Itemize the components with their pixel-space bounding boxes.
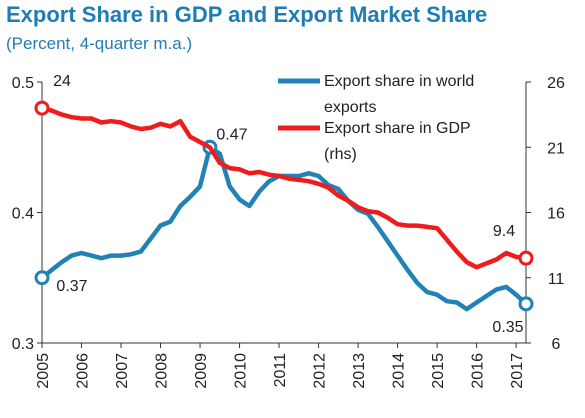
chart-axes: 0.3 0.4 0.5 6 11 16 21 26 2005 2006 2007 2008 2009 20… xyxy=(12,75,565,389)
legend-label: Export share in world xyxy=(324,73,474,90)
y-right-tick-label: 16 xyxy=(547,206,565,223)
y-left-tick-label: 0.3 xyxy=(12,336,34,353)
legend-label: Export share in GDP xyxy=(324,120,471,137)
y-left-tick-label: 0.5 xyxy=(12,75,34,92)
y-right-tick-label: 11 xyxy=(548,271,565,288)
chart-labels: 0.37 0.47 0.35 24 9.4 xyxy=(53,73,524,336)
x-tick-label: 2014 xyxy=(391,353,408,389)
x-tick-label: 2005 xyxy=(35,353,52,389)
series-marker xyxy=(518,296,534,312)
x-tick-label: 2016 xyxy=(470,353,487,389)
chart-legend: Export share in world exports Export share… xyxy=(278,73,474,163)
series-marker xyxy=(34,270,50,286)
data-label: 9.4 xyxy=(493,223,515,240)
legend-label: exports xyxy=(324,99,376,116)
x-tick-label: 2010 xyxy=(233,353,250,389)
chart-lines xyxy=(34,100,534,312)
x-tick-label: 2008 xyxy=(154,353,171,389)
chart-subtitle: (Percent, 4-quarter m.a.) xyxy=(6,34,193,53)
y-left-tick-label: 0.4 xyxy=(12,206,34,223)
chart-title: Export Share in GDP and Export Market Sh… xyxy=(6,2,488,27)
x-tick-label: 2013 xyxy=(351,353,368,389)
data-label: 24 xyxy=(53,73,71,90)
x-tick-label: 2015 xyxy=(430,353,447,389)
y-right-tick-label: 21 xyxy=(547,140,565,157)
x-tick-label: 2006 xyxy=(75,353,92,389)
data-label: 0.35 xyxy=(492,319,523,336)
x-tick-label: 2017 xyxy=(509,353,526,389)
y-right-tick-label: 6 xyxy=(552,336,561,353)
x-tick-label: 2012 xyxy=(312,353,329,389)
y-right-tick-label: 26 xyxy=(547,75,565,92)
legend-label: (rhs) xyxy=(324,146,357,163)
series-line-1 xyxy=(39,105,529,270)
x-tick-label: 2011 xyxy=(272,353,289,388)
x-tick-label: 2007 xyxy=(114,353,131,389)
data-label: 0.37 xyxy=(56,278,87,295)
x-tick-label: 2009 xyxy=(193,353,210,389)
series-marker xyxy=(34,100,50,116)
data-label: 0.47 xyxy=(216,126,247,143)
series-marker xyxy=(518,250,534,266)
series-line-0 xyxy=(39,144,529,312)
